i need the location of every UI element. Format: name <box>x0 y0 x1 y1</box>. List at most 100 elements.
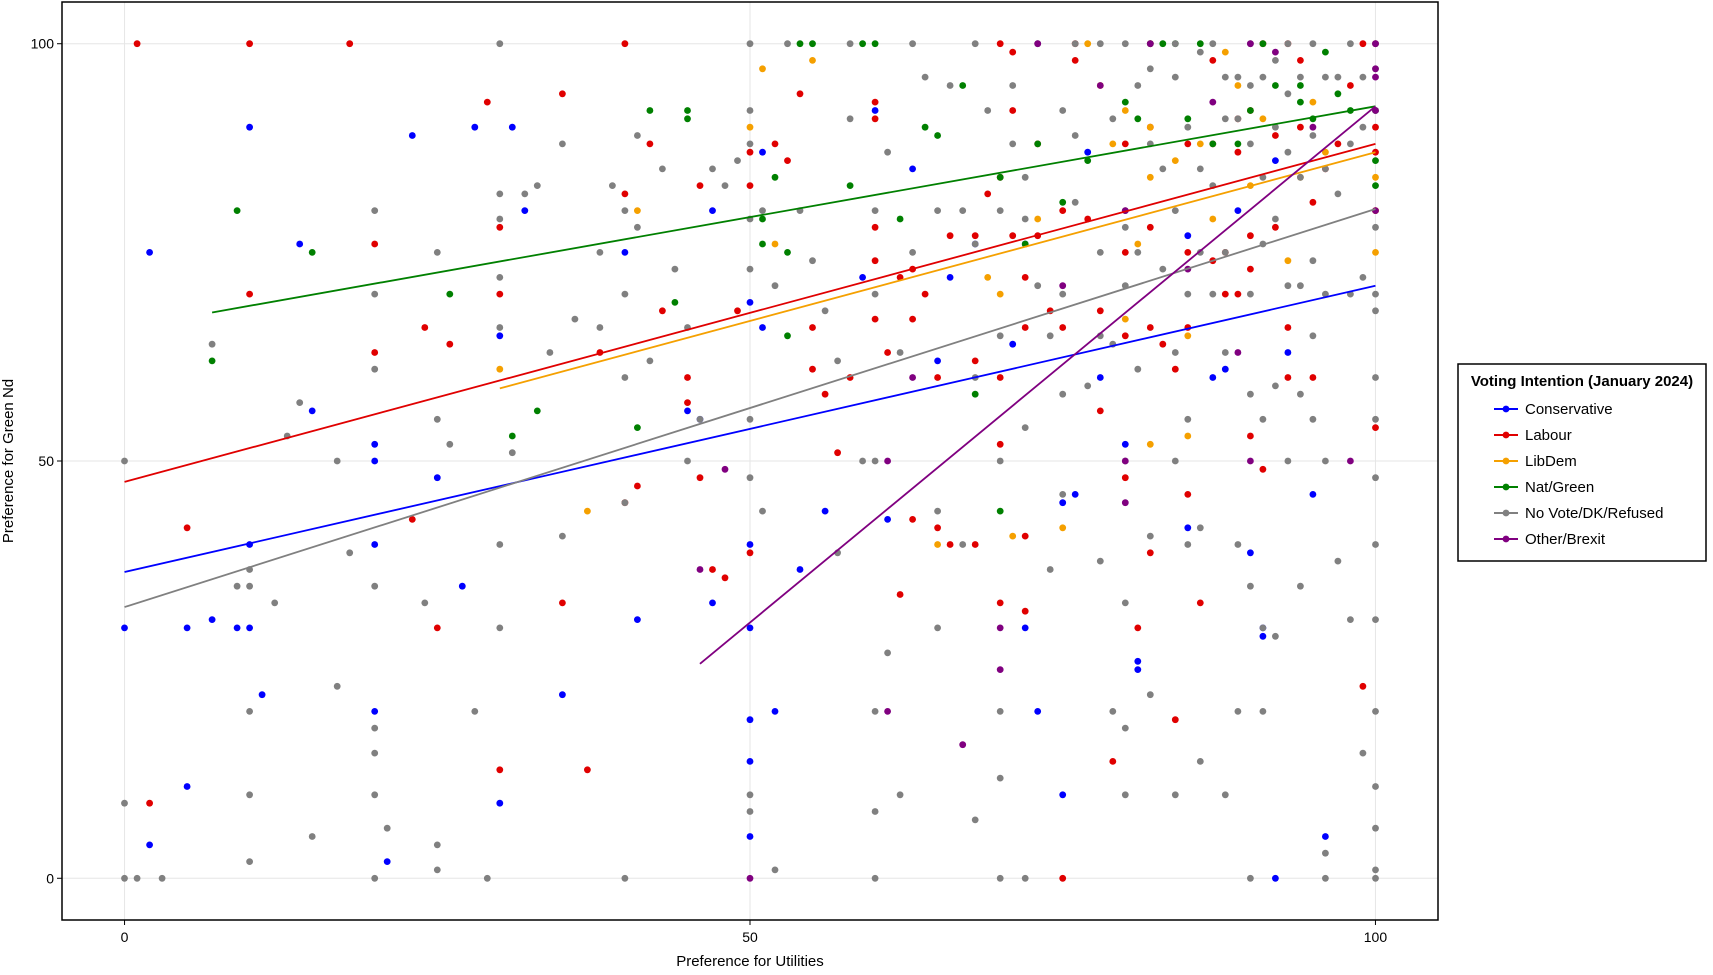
point-conservative <box>1272 874 1279 882</box>
point-no-vote-dk-refused <box>1134 365 1142 373</box>
point-no-vote-dk-refused <box>1159 265 1167 273</box>
point-libdem <box>1059 524 1067 532</box>
point-no-vote-dk-refused <box>1184 123 1192 131</box>
point-no-vote-dk-refused <box>596 249 604 256</box>
point-no-vote-dk-refused <box>1184 541 1192 548</box>
point-nat-green <box>646 107 654 114</box>
fit-line-labour <box>124 143 1376 483</box>
point-libdem <box>746 123 754 131</box>
point-labour <box>621 40 629 48</box>
point-labour <box>896 591 904 598</box>
point-no-vote-dk-refused <box>1021 215 1029 223</box>
point-other-brexit <box>884 457 891 465</box>
point-labour <box>809 365 816 373</box>
point-nat-green <box>996 173 1004 181</box>
point-nat-green <box>934 132 941 139</box>
point-no-vote-dk-refused <box>1372 866 1379 874</box>
point-no-vote-dk-refused <box>1322 73 1329 81</box>
point-no-vote-dk-refused <box>1071 40 1079 48</box>
point-no-vote-dk-refused <box>1284 40 1292 48</box>
point-nat-green <box>1247 107 1254 114</box>
point-nat-green <box>233 207 241 215</box>
legend-label-no-vote-dk-refused: No Vote/DK/Refused <box>1525 505 1663 522</box>
point-labour <box>884 349 891 356</box>
point-conservative <box>208 616 216 623</box>
point-conservative <box>709 599 716 607</box>
point-nat-green <box>671 299 679 306</box>
point-nat-green <box>759 240 766 248</box>
point-conservative <box>471 123 479 131</box>
point-libdem <box>1309 98 1317 106</box>
point-labour <box>909 516 916 523</box>
point-conservative <box>771 708 779 715</box>
point-conservative <box>884 516 891 523</box>
point-no-vote-dk-refused <box>559 140 566 148</box>
point-conservative <box>458 582 466 590</box>
point-labour <box>659 307 666 315</box>
point-no-vote-dk-refused <box>1372 223 1379 231</box>
point-libdem <box>1134 240 1142 248</box>
point-libdem <box>1221 48 1229 56</box>
point-libdem <box>1146 123 1154 131</box>
point-conservative <box>1021 624 1029 632</box>
tick-layer: 0 50 100 0 50 100 <box>31 36 1388 945</box>
point-nat-green <box>1121 98 1129 106</box>
point-nat-green <box>1134 115 1142 123</box>
point-no-vote-dk-refused <box>684 457 691 465</box>
point-no-vote-dk-refused <box>496 40 504 48</box>
point-no-vote-dk-refused <box>784 40 791 48</box>
point-libdem <box>1234 82 1242 89</box>
point-libdem <box>1372 249 1379 256</box>
point-libdem <box>984 274 992 281</box>
point-other-brexit <box>1309 123 1317 131</box>
point-no-vote-dk-refused <box>1372 708 1379 715</box>
point-no-vote-dk-refused <box>496 324 504 331</box>
point-labour <box>771 140 779 148</box>
point-no-vote-dk-refused <box>871 708 879 715</box>
point-no-vote-dk-refused <box>1184 290 1192 298</box>
point-no-vote-dk-refused <box>1171 40 1179 48</box>
point-labour <box>871 98 879 106</box>
series-nat-green <box>208 40 1379 515</box>
point-nat-green <box>1259 40 1267 48</box>
point-labour <box>784 157 791 165</box>
point-labour <box>734 307 741 315</box>
legend-box <box>1457 363 1707 562</box>
fit-line-nat-green <box>211 105 1376 314</box>
point-no-vote-dk-refused <box>296 399 304 406</box>
point-labour <box>1021 324 1029 331</box>
point-other-brexit <box>1247 40 1254 48</box>
point-other-brexit <box>721 465 729 473</box>
point-conservative <box>183 783 191 790</box>
point-other-brexit <box>1372 40 1379 48</box>
point-no-vote-dk-refused <box>1234 541 1242 548</box>
point-other-brexit <box>1234 349 1242 356</box>
point-no-vote-dk-refused <box>496 274 504 281</box>
point-labour <box>1247 232 1254 240</box>
point-labour <box>996 374 1004 381</box>
point-no-vote-dk-refused <box>1297 173 1304 181</box>
point-no-vote-dk-refused <box>934 624 941 632</box>
point-no-vote-dk-refused <box>308 833 316 840</box>
series-labour <box>133 40 1379 882</box>
point-labour <box>1372 123 1379 131</box>
point-no-vote-dk-refused <box>1171 457 1179 465</box>
point-no-vote-dk-refused <box>809 257 816 265</box>
point-labour <box>1284 374 1292 381</box>
point-no-vote-dk-refused <box>1071 198 1079 206</box>
point-no-vote-dk-refused <box>1146 691 1154 699</box>
point-no-vote-dk-refused <box>746 107 754 114</box>
point-other-brexit <box>1121 499 1129 507</box>
point-labour <box>871 315 879 323</box>
fit-line-libdem <box>499 151 1376 390</box>
point-labour <box>946 541 954 548</box>
point-nat-green <box>1297 98 1304 106</box>
legend-label-nat-green: Nat/Green <box>1525 479 1594 496</box>
point-labour <box>1234 290 1242 298</box>
point-no-vote-dk-refused <box>508 449 516 457</box>
point-labour <box>346 40 354 48</box>
point-labour <box>746 182 754 190</box>
point-libdem <box>1171 157 1179 165</box>
point-labour <box>1234 148 1242 156</box>
